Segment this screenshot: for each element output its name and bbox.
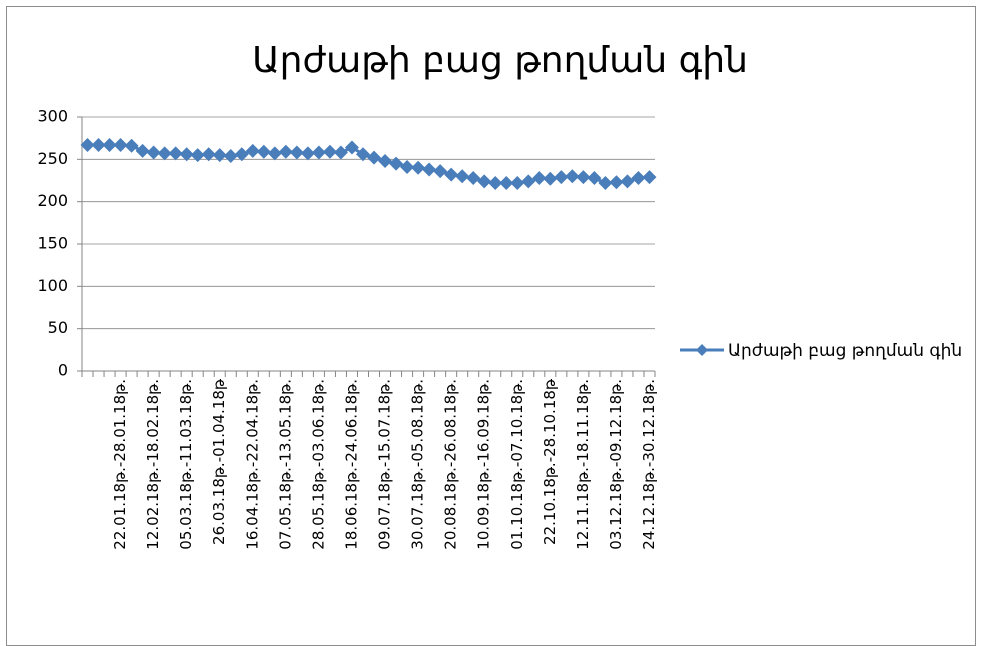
y-tick-label: 250 [37,149,68,168]
y-tick-label: 50 [48,318,68,337]
legend-marker [696,344,708,356]
marker [179,147,194,162]
marker [587,170,602,185]
marker [499,176,514,191]
x-tick-label: 01.10.18թ.-07.10.18թ. [508,379,526,550]
marker [378,154,393,169]
x-tick-label: 05.03.18թ.-11.03.18թ. [177,379,195,550]
marker [521,174,536,189]
marker [157,146,172,161]
marker [422,162,437,177]
marker [234,147,249,162]
x-tick-label: 28.05.18թ.-03.06.18թ. [309,379,327,550]
marker [212,148,227,163]
marker [411,160,426,175]
marker [124,138,139,153]
marker [477,174,492,189]
marker [91,137,106,152]
marker [267,146,282,161]
marker [576,170,591,185]
marker [455,169,470,184]
marker [642,170,657,185]
marker [278,144,293,159]
x-tick-label: 10.09.18թ.-16.09.18թ. [475,379,493,550]
marker [355,147,370,162]
marker [311,145,326,160]
page: {"chart_data": {"type": "line", "title":… [6,6,976,646]
y-tick-label: 100 [37,276,68,295]
marker [532,170,547,185]
marker [190,148,205,163]
marker [554,170,569,185]
x-tick-label: 24.12.18թ.-30.12.18թ. [640,379,658,550]
x-tick-label: 30.07.18թ.-05.08.18թ. [409,379,427,550]
marker [444,167,459,182]
x-tick-label: 22.10.18թ.-28.10.18թ [541,378,559,545]
marker [609,175,624,190]
marker [488,176,503,191]
y-tick-label: 0 [58,361,68,380]
marker [344,140,359,155]
marker [466,170,481,185]
x-tick-label: 12.11.18թ.-18.11.18թ. [574,379,592,550]
y-tick-label: 200 [37,191,68,210]
x-tick-label: 26.03.18թ.-01.04.18թ [210,378,228,545]
marker [333,145,348,160]
marker [135,143,150,158]
marker [113,137,128,152]
marker [543,171,558,186]
marker [565,169,580,184]
x-tick-label: 20.08.18թ.-26.08.18թ. [442,379,460,550]
chart: Արժաթի բաց թողման գին 0 50 100 150 200 250 300… [37,40,748,550]
marker [256,144,271,159]
x-tick-label: 07.05.18թ.-13.05.18թ. [276,379,294,550]
marker [620,174,635,189]
marker [631,170,646,185]
marker [201,147,216,162]
marker [322,144,337,159]
marker [146,145,161,160]
legend-label: Արժաթի բաց թողման գին [728,341,963,361]
marker [400,159,415,174]
chart-title: Արժաթի բաց թողման գին [252,40,748,81]
marker [598,176,613,191]
marker [433,164,448,179]
x-tick-label: 03.12.18թ.-09.12.18թ. [607,379,625,550]
marker [510,176,525,191]
marker [102,137,117,152]
marker [367,150,382,165]
x-tick-label: 18.06.18թ.-24.06.18թ. [342,379,360,550]
marker [168,146,183,161]
marker [389,156,404,171]
y-tick-label: 300 [37,107,68,126]
marker [80,137,95,152]
x-tick-label: 09.07.18թ.-15.07.18թ. [376,379,394,550]
marker [289,145,304,160]
y-tick-label: 150 [37,234,68,253]
x-tick-label: 12.02.18թ.-18.02.18թ. [144,379,162,550]
x-tick-label: 22.01.18թ.-28.01.18թ. [111,379,129,550]
marker [223,148,238,163]
marker [300,146,315,161]
marker [245,143,260,158]
x-tick-label: 16.04.18թ.-22.04.18թ. [243,379,261,550]
